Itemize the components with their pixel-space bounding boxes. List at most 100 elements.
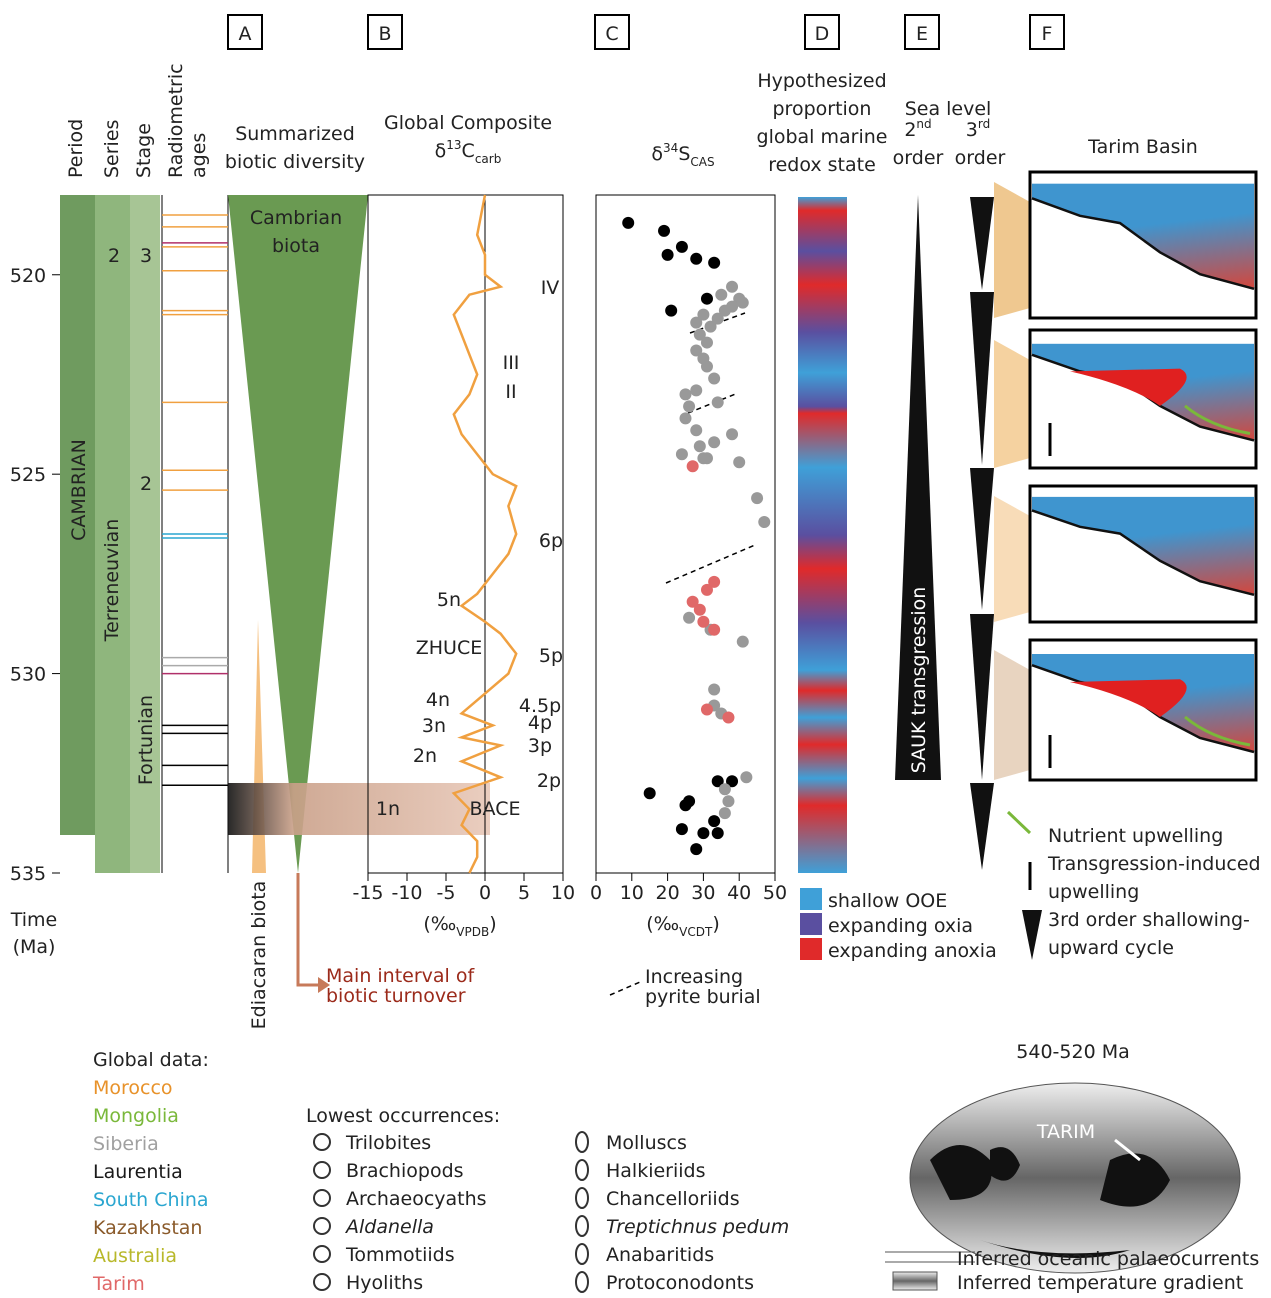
region: South China <box>93 1189 209 1211</box>
basin-panels <box>994 170 1258 782</box>
d34s-point <box>736 296 749 309</box>
d34s-point <box>708 623 721 636</box>
panel-label: E <box>916 23 928 45</box>
d34s-point <box>726 280 739 293</box>
turnover-label: Main interval of <box>326 965 475 987</box>
panel-label: B <box>378 23 391 45</box>
panel-label-box <box>804 14 840 50</box>
annotation: 4p <box>528 712 552 734</box>
d34s-point <box>679 412 692 425</box>
map <box>909 1082 1241 1274</box>
d13c-line <box>451 194 518 874</box>
d34s-point <box>711 396 724 409</box>
annotation: IV <box>541 277 560 299</box>
connector <box>994 650 1030 780</box>
taxon-icon <box>313 1189 331 1207</box>
region: Tarim <box>92 1273 145 1295</box>
y-tick-label: 530 <box>10 664 46 686</box>
frame <box>367 194 564 874</box>
d34s-point <box>690 424 703 437</box>
x-tick-label: 20 <box>656 882 680 904</box>
d34s-point <box>700 703 713 716</box>
taxon: Archaeocyaths <box>346 1188 487 1210</box>
taxon-icon <box>313 1161 331 1179</box>
d34s-point <box>679 388 692 401</box>
connector <box>994 496 1030 622</box>
header: biotic diversity <box>225 151 365 173</box>
d34s-point <box>658 224 671 237</box>
upwelling-arrow <box>1184 404 1251 435</box>
taxon-icon <box>575 1131 589 1153</box>
annotation: ZHUCE <box>416 637 482 659</box>
legend-label: expanding oxia <box>828 915 973 937</box>
basin-frame <box>1028 328 1258 470</box>
d34s-point <box>740 771 753 784</box>
d34s-point <box>708 372 721 385</box>
legend-label: Inferred temperature gradient <box>957 1272 1243 1294</box>
frame <box>595 194 776 874</box>
legend-label: upwelling <box>1048 881 1139 903</box>
taxon-icon <box>313 1245 331 1263</box>
d34s-point <box>675 448 688 461</box>
series-label: Terreneuvian <box>101 519 123 643</box>
annotation: 5p <box>539 645 563 667</box>
b-unit: (‰VPDB) <box>423 913 496 939</box>
annotation: 5n <box>437 589 461 611</box>
annotation: 6p <box>539 530 563 552</box>
b-title: δ13Ccarb <box>435 138 502 166</box>
d34s-point <box>718 807 731 820</box>
taxon-icon <box>575 1243 589 1265</box>
seafloor <box>1031 197 1255 291</box>
d34s-point <box>751 492 764 505</box>
third-order-triangles <box>970 197 994 870</box>
taxon: Trilobites <box>345 1132 431 1154</box>
c-unit: (‰VCDT) <box>646 913 720 939</box>
legend-swatch <box>800 888 822 910</box>
x-tick-label: -5 <box>437 882 456 904</box>
panel-label: A <box>239 23 252 45</box>
second-order-triangle <box>895 195 941 780</box>
stage-bar <box>130 195 160 873</box>
y-tick-label: 525 <box>10 464 46 486</box>
x-tick-label: 0 <box>479 882 491 904</box>
region: Laurentia <box>93 1161 183 1183</box>
stage-label: Fortunian <box>135 695 157 785</box>
sauk-label: SAUK transgression <box>908 587 930 774</box>
land <box>1032 510 1254 622</box>
d34s-point <box>697 827 710 840</box>
taxon-icon <box>313 1217 331 1235</box>
d34s-point <box>700 292 713 305</box>
legend-label: 3rd order shallowing- <box>1048 909 1250 931</box>
x-tick-label: -15 <box>352 882 383 904</box>
d34s-point <box>693 440 706 453</box>
continents <box>930 1145 1170 1258</box>
panel-label-box <box>367 14 403 50</box>
header: 540-520 Ma <box>1016 1041 1129 1063</box>
d34s-point <box>693 328 706 341</box>
d34s-point <box>700 336 713 349</box>
redox-bar <box>798 197 847 873</box>
x-tick-label: 10 <box>551 882 575 904</box>
land <box>1032 198 1254 318</box>
map-label: TARIM <box>1036 1121 1095 1143</box>
taxon: Tommotiids <box>345 1244 455 1266</box>
annotation: 3p <box>528 735 552 757</box>
d34s-point <box>726 428 739 441</box>
d34s-point <box>697 452 710 465</box>
taxon: Hyoliths <box>346 1272 423 1294</box>
panel-label-box <box>904 14 940 50</box>
nutrient-icon <box>1006 810 1032 835</box>
d34s-point <box>708 815 721 828</box>
annotation: 3n <box>422 715 446 737</box>
taxon: Brachiopods <box>346 1160 464 1182</box>
cycle-icon <box>1022 910 1042 960</box>
burial-arrows <box>665 312 756 584</box>
d34s-point <box>708 256 721 269</box>
gradient-icon <box>892 1271 938 1291</box>
d34s-point <box>700 360 713 373</box>
connector <box>994 182 1030 318</box>
basin-frame <box>1028 170 1258 320</box>
annotation: III <box>503 352 520 374</box>
region: Morocco <box>93 1077 173 1099</box>
annotation: II <box>505 381 516 403</box>
